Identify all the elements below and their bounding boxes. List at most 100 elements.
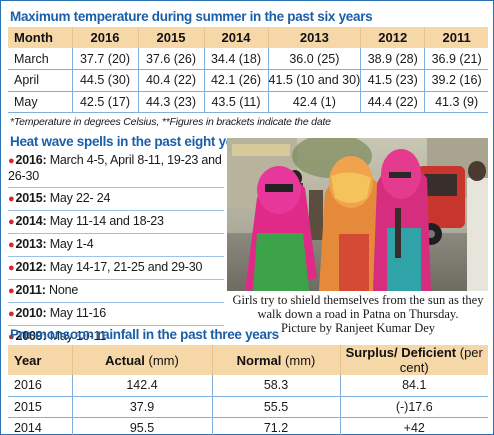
table-cell: 84.1 [339, 375, 488, 397]
spell-dates: May 11-14 and 18-23 [46, 214, 164, 228]
col-header: Actual (mm) [71, 345, 212, 375]
heat-wave-list: ●2016: March 4-5, April 8-11, 19-23 and … [8, 150, 224, 348]
table-cell: (-)17.6 [339, 396, 488, 418]
list-item: ●2012: May 14-17, 21-25 and 29-30 [8, 257, 224, 280]
table-cell: May [8, 91, 72, 113]
col-label: Surplus/ Deficient [345, 345, 457, 360]
table-row: May 42.5 (17) 44.3 (23) 43.5 (11) 42.4 (… [8, 91, 488, 113]
table-row: March 37.7 (20) 37.6 (26) 34.4 (18) 36.0… [8, 48, 488, 70]
table-cell: 41.5 (23) [360, 69, 425, 92]
photo-credit: Picture by Ranjeet Kumar Dey [280, 321, 436, 335]
col-label: Year [14, 352, 42, 368]
table-cell: March [8, 48, 72, 70]
table-cell: 71.2 [211, 417, 340, 435]
table-cell: 39.2 (16) [424, 69, 488, 92]
spell-dates: May 10-11 [46, 329, 107, 343]
spell-dates: March 4-5, April 8-11, 19-23 and 26-30 [8, 153, 222, 183]
bullet-icon: ● [8, 193, 15, 205]
heat-wave-title: Heat wave spells in the past eight years [10, 134, 253, 149]
col-header: 2012 [360, 27, 425, 48]
table-row: 2015 37.9 55.5 (-)17.6 [8, 396, 488, 418]
table-cell: 41.5 (10 and 30) [267, 69, 361, 92]
table-row: April 44.5 (30) 40.4 (22) 42.1 (26) 41.5… [8, 69, 488, 92]
col-unit: (mm) [144, 352, 179, 368]
table-cell: 55.5 [211, 396, 340, 418]
col-unit: (per cent) [399, 345, 483, 375]
spell-year: 2014: [15, 214, 47, 228]
spell-dates: May 11-16 [46, 306, 107, 320]
photo-illustration [227, 138, 488, 291]
bullet-icon: ● [8, 155, 15, 167]
list-item: ●2016: March 4-5, April 8-11, 19-23 and … [8, 150, 224, 188]
table-cell: 36.0 (25) [267, 48, 361, 70]
table-cell: 44.4 (22) [360, 91, 425, 113]
spell-year: 2009: [15, 329, 47, 343]
table-cell: 58.3 [211, 375, 340, 397]
spell-year: 2011: [15, 283, 46, 297]
table-cell: 37.7 (20) [71, 48, 138, 70]
table-cell: 43.5 (11) [203, 91, 268, 113]
col-header: 2014 [203, 27, 268, 48]
col-header: 2016 [71, 27, 138, 48]
list-item: ●2010: May 11-16 [8, 303, 224, 326]
table-cell: 36.9 (21) [424, 48, 488, 70]
list-item: ●2011: None [8, 280, 224, 303]
col-label: Actual [105, 352, 145, 368]
bullet-icon: ● [8, 308, 15, 320]
table-cell: 37.9 [71, 396, 212, 418]
table-cell: +42 [339, 417, 488, 435]
col-label: Normal [236, 352, 282, 368]
spell-dates: None [45, 283, 79, 297]
col-header: Normal (mm) [211, 345, 340, 375]
table-cell: 38.9 (28) [360, 48, 425, 70]
spell-year: 2012: [15, 260, 47, 274]
spell-year: 2015: [15, 191, 47, 205]
rainfall-header-row: Year Actual (mm) Normal (mm) Surplus/ De… [8, 345, 488, 375]
bullet-icon: ● [8, 239, 15, 251]
table-cell: 42.5 (17) [71, 91, 138, 113]
bullet-icon: ● [8, 262, 15, 274]
spell-year: 2010: [15, 306, 47, 320]
table-cell: 34.4 (18) [203, 48, 268, 70]
table-cell: 95.5 [71, 417, 212, 435]
photo-caption: Girls try to shield themselves from the … [229, 293, 487, 335]
table-cell: 41.3 (9) [424, 91, 488, 113]
table-cell: 44.3 (23) [137, 91, 204, 113]
table-cell: 40.4 (22) [137, 69, 204, 92]
table-row: 2016 142.4 58.3 84.1 [8, 375, 488, 397]
list-item: ●2015: May 22- 24 [8, 188, 224, 211]
list-item: ●2014: May 11-14 and 18-23 [8, 211, 224, 234]
table-cell: 42.4 (1) [267, 91, 361, 113]
table-cell: 2015 [8, 396, 72, 418]
spell-dates: May 22- 24 [46, 191, 111, 205]
col-header: 2015 [137, 27, 204, 48]
rainfall-title: Pre-monsoon rainfall in the past three y… [10, 327, 279, 342]
table-cell: 2014 [8, 417, 72, 435]
col-header: 2013 [267, 27, 361, 48]
bullet-icon: ● [8, 285, 15, 297]
table-cell: 2016 [8, 375, 72, 397]
col-header: Surplus/ Deficient (per cent) [339, 345, 488, 375]
spell-year: 2016: [15, 153, 47, 167]
spell-dates: May 1-4 [46, 237, 94, 251]
max-temp-title: Maximum temperature during summer in the… [10, 9, 373, 24]
rainfall-table: Year Actual (mm) Normal (mm) Surplus/ De… [8, 345, 488, 435]
caption-text: Girls try to shield themselves from the … [232, 293, 484, 321]
list-item: ●2009: May 10-11 [8, 326, 224, 348]
col-header: Year [8, 345, 72, 375]
bullet-icon: ● [8, 216, 15, 228]
table-cell: April [8, 69, 72, 92]
table-cell: 42.1 (26) [203, 69, 268, 92]
table-cell: 37.6 (26) [137, 48, 204, 70]
max-temp-table: Month 2016 2015 2014 2013 2012 2011 Marc… [8, 27, 488, 113]
list-item: ●2013: May 1-4 [8, 234, 224, 257]
col-header: 2011 [424, 27, 488, 48]
spell-dates: May 14-17, 21-25 and 29-30 [46, 260, 203, 274]
col-header: Month [8, 27, 72, 48]
table-cell: 142.4 [71, 375, 212, 397]
spell-year: 2013: [15, 237, 47, 251]
table-row: 2014 95.5 71.2 +42 [8, 417, 488, 435]
col-unit: (mm) [281, 352, 316, 368]
street-photo [227, 138, 488, 291]
max-temp-header-row: Month 2016 2015 2014 2013 2012 2011 [8, 27, 488, 48]
